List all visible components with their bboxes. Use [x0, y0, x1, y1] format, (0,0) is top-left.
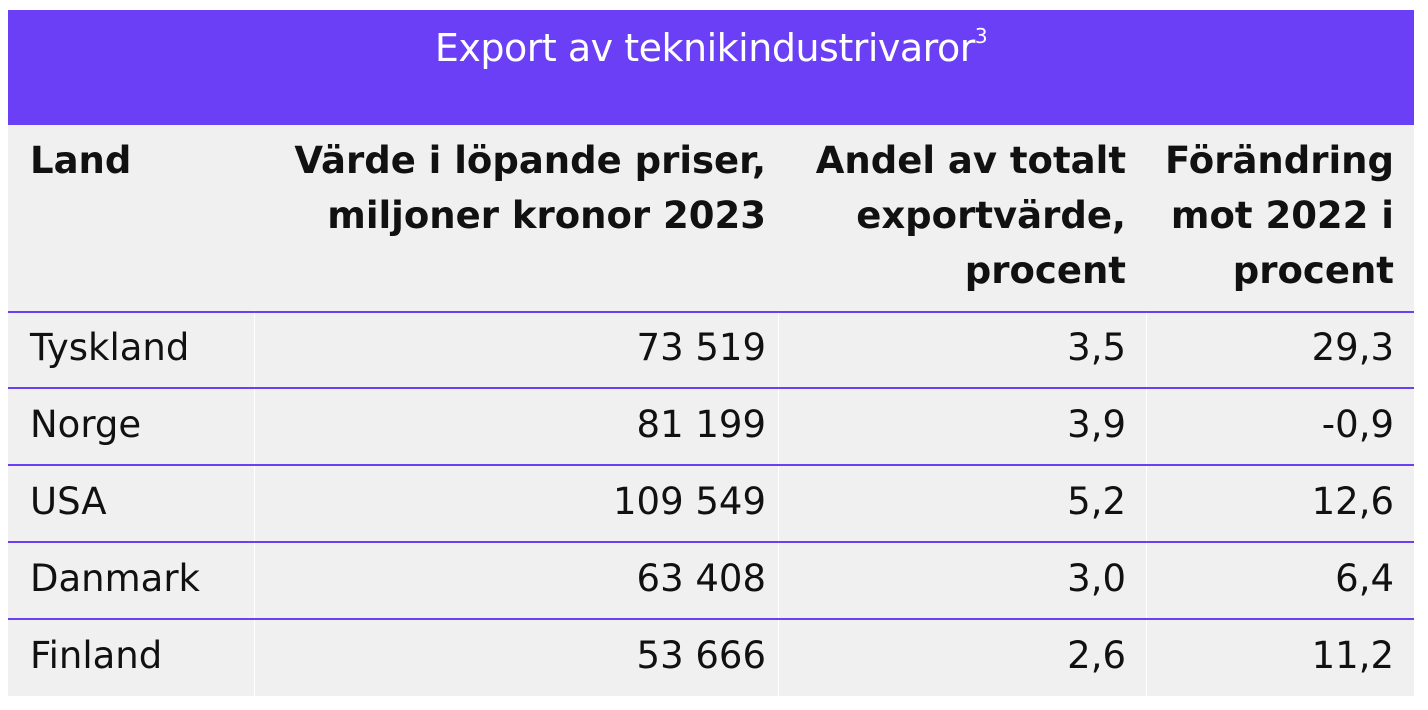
table-cell-andel: 2,6: [1067, 634, 1126, 677]
header-line: mot 2022 i: [1170, 194, 1394, 237]
table-cell-forandring: 29,3: [1311, 326, 1394, 369]
table-cell-land: Tyskland: [30, 326, 190, 369]
row-divider: [8, 387, 1414, 389]
table-cell-varde: 73 519: [636, 326, 766, 369]
header-line: miljoner kronor 2023: [327, 194, 766, 237]
table-cell-forandring: 11,2: [1311, 634, 1394, 677]
table-cell-andel: 3,9: [1067, 403, 1126, 446]
column-separator: [1146, 310, 1147, 696]
table-title: Export av teknikindustrivaror3: [434, 24, 988, 70]
row-divider: [8, 311, 1414, 313]
header-line: Andel av totalt: [815, 139, 1126, 182]
table-cell-land: USA: [30, 480, 107, 523]
column-header-land: Land: [30, 125, 250, 311]
column-header-forandring: Förändring mot 2022 i procent: [1150, 125, 1394, 311]
row-divider: [8, 464, 1414, 466]
table-title-text: Export av teknikindustrivaror: [434, 26, 975, 70]
table-cell-forandring: -0,9: [1321, 403, 1394, 446]
table-cell-land: Norge: [30, 403, 142, 446]
table-cell-andel: 3,5: [1067, 326, 1126, 369]
table-cell-varde: 63 408: [636, 557, 766, 600]
row-divider: [8, 618, 1414, 620]
column-separator: [778, 310, 779, 696]
column-header-varde: Värde i löpande priser, miljoner kronor …: [258, 125, 766, 311]
header-line: Värde i löpande priser,: [294, 139, 766, 182]
table-cell-varde: 53 666: [636, 634, 766, 677]
title-footnote-marker: 3: [974, 24, 988, 49]
header-line: Förändring: [1165, 139, 1394, 182]
header-line: Land: [30, 139, 132, 182]
table-cell-land: Finland: [30, 634, 163, 677]
header-line: procent: [964, 249, 1126, 292]
header-line: exportvärde,: [856, 194, 1126, 237]
column-separator: [254, 310, 255, 696]
table-cell-andel: 5,2: [1067, 480, 1126, 523]
table-cell-varde: 81 199: [636, 403, 766, 446]
export-table: Export av teknikindustrivaror3 Land Värd…: [8, 10, 1414, 696]
table-cell-forandring: 12,6: [1311, 480, 1394, 523]
row-divider: [8, 541, 1414, 543]
table-cell-land: Danmark: [30, 557, 200, 600]
table-cell-andel: 3,0: [1067, 557, 1126, 600]
column-header-andel: Andel av totalt exportvärde, procent: [782, 125, 1126, 311]
header-line: procent: [1232, 249, 1394, 292]
table-cell-varde: 109 549: [612, 480, 766, 523]
table-title-bar: Export av teknikindustrivaror3: [8, 10, 1414, 125]
table-cell-forandring: 6,4: [1335, 557, 1394, 600]
